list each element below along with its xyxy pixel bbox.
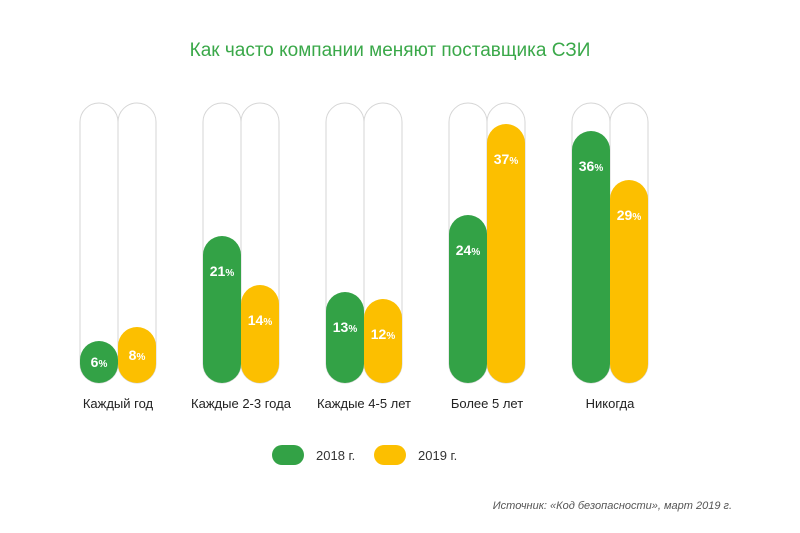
- bar-2018 г.: [572, 131, 610, 383]
- bar-2019 г.: [610, 180, 648, 383]
- data-label: 21%: [210, 263, 235, 279]
- data-label: 6%: [91, 354, 108, 370]
- data-label: 37%: [494, 151, 519, 167]
- data-label: 13%: [333, 319, 358, 335]
- data-label: 14%: [248, 312, 273, 328]
- bar-2018 г.: [449, 215, 487, 383]
- data-label: 36%: [579, 158, 604, 174]
- legend-label: 2019 г.: [418, 448, 457, 463]
- category-label: Каждые 4-5 лет: [317, 396, 411, 411]
- source-note: Источник: «Код безопасности», март 2019 …: [492, 500, 732, 512]
- bar-2018 г.: [326, 292, 364, 383]
- bar-2018 г.: [80, 341, 118, 383]
- data-label: 29%: [617, 207, 642, 223]
- legend-swatch: [374, 445, 406, 465]
- category-label: Каждый год: [83, 396, 154, 411]
- legend-swatch: [272, 445, 304, 465]
- legend-label: 2018 г.: [316, 448, 355, 463]
- category-label: Каждые 2-3 года: [191, 396, 292, 411]
- category-label: Никогда: [586, 396, 635, 411]
- chart-title: Как часто компании меняют поставщика СЗИ: [189, 40, 591, 61]
- bar-2018 г.: [203, 236, 241, 383]
- bar-2019 г.: [241, 285, 279, 383]
- data-label: 12%: [371, 326, 396, 342]
- bar-2019 г.: [364, 299, 402, 383]
- data-label: 24%: [456, 242, 481, 258]
- bar-2019 г.: [118, 327, 156, 383]
- category-label: Более 5 лет: [451, 396, 523, 411]
- bar-2019 г.: [487, 124, 525, 383]
- data-label: 8%: [129, 347, 146, 363]
